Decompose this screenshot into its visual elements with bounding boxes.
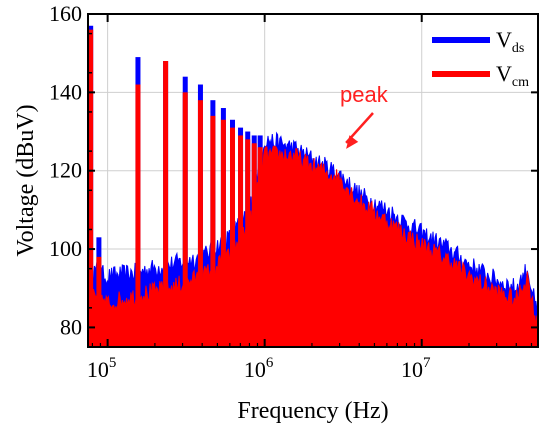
y-tick-label: 100 <box>49 236 82 261</box>
y-tick-label: 140 <box>49 79 82 104</box>
peak-cm <box>257 147 263 347</box>
annotation-arrowhead <box>346 135 359 149</box>
x-tick-label: 107 <box>401 355 431 382</box>
peak-cm <box>230 127 236 347</box>
series-layer <box>88 25 538 347</box>
peak-cm <box>135 84 141 347</box>
x-axis: 105 106 107 <box>87 14 533 382</box>
series-envelope-cm <box>88 145 538 347</box>
peak-cm <box>245 139 251 347</box>
peak-cm <box>96 256 102 347</box>
series-Vcm <box>88 29 538 347</box>
y-tick-label: 80 <box>60 314 82 339</box>
peak-cm <box>251 143 257 347</box>
legend: Vds Vcm <box>432 27 529 90</box>
legend-label-ds: Vds <box>496 27 524 56</box>
x-tick-label: 105 <box>87 355 117 382</box>
plot-frame <box>87 13 539 348</box>
peak-cm <box>220 119 226 347</box>
y-axis: 80 100 120 140 160 <box>49 1 538 348</box>
x-tick-label: 106 <box>244 355 274 382</box>
annotation-text: peak <box>340 82 389 107</box>
legend-label-cm: Vcm <box>496 61 529 90</box>
y-tick-label: 160 <box>49 1 82 26</box>
annotations: peak <box>340 82 389 149</box>
y-axis-title: Voltage (dBuV) <box>13 104 39 256</box>
peak-cm <box>163 61 169 347</box>
y-tick-label: 120 <box>49 158 82 183</box>
peak-cm <box>182 92 188 347</box>
peak-cm <box>238 135 244 347</box>
peak-cm <box>210 115 216 347</box>
peak-cm <box>197 100 203 347</box>
x-axis-title: Frequency (Hz) <box>237 398 388 424</box>
peak-cm <box>88 29 94 347</box>
